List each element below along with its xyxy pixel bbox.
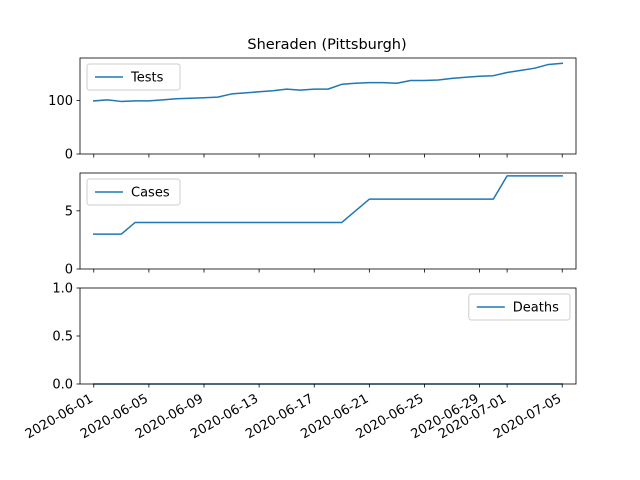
- legend-box: [86, 178, 181, 206]
- legend-box: [86, 63, 181, 91]
- legend: Tests: [86, 63, 181, 91]
- axes-frame: [79, 172, 577, 270]
- y-tick-label: 0: [65, 148, 73, 163]
- legend-label: Deaths: [513, 301, 559, 316]
- x-axis: 2020-06-012020-06-052020-06-092020-06-13…: [23, 391, 564, 442]
- chart-title: Sheraden (Pittsburgh): [247, 37, 406, 53]
- panel-2: 0 5 Cases: [65, 172, 577, 278]
- panel-1: 0 100 Tests: [48, 57, 577, 163]
- legend: Cases: [86, 178, 181, 206]
- legend-box: [468, 293, 571, 321]
- axes-frame: [79, 57, 577, 155]
- series-line-tests: [92, 62, 564, 103]
- y-tick-label: 100: [48, 94, 73, 109]
- y-tick-label: 0.0: [52, 378, 73, 393]
- legend: Deaths: [468, 293, 571, 321]
- legend-label: Tests: [130, 71, 164, 86]
- legend-label: Cases: [131, 186, 170, 201]
- y-tick-label: 0: [65, 263, 73, 278]
- y-tick-label: 0.5: [52, 330, 73, 345]
- y-tick-label: 5: [65, 204, 73, 219]
- panel-3: 0.0 0.5 1.0 Deaths: [52, 282, 577, 393]
- y-tick-label: 1.0: [52, 282, 73, 297]
- panels: 0 100 Tests 0 5 Cases 0.0 0.5 1.0 Deaths: [48, 57, 577, 393]
- series-line-cases: [93, 175, 563, 235]
